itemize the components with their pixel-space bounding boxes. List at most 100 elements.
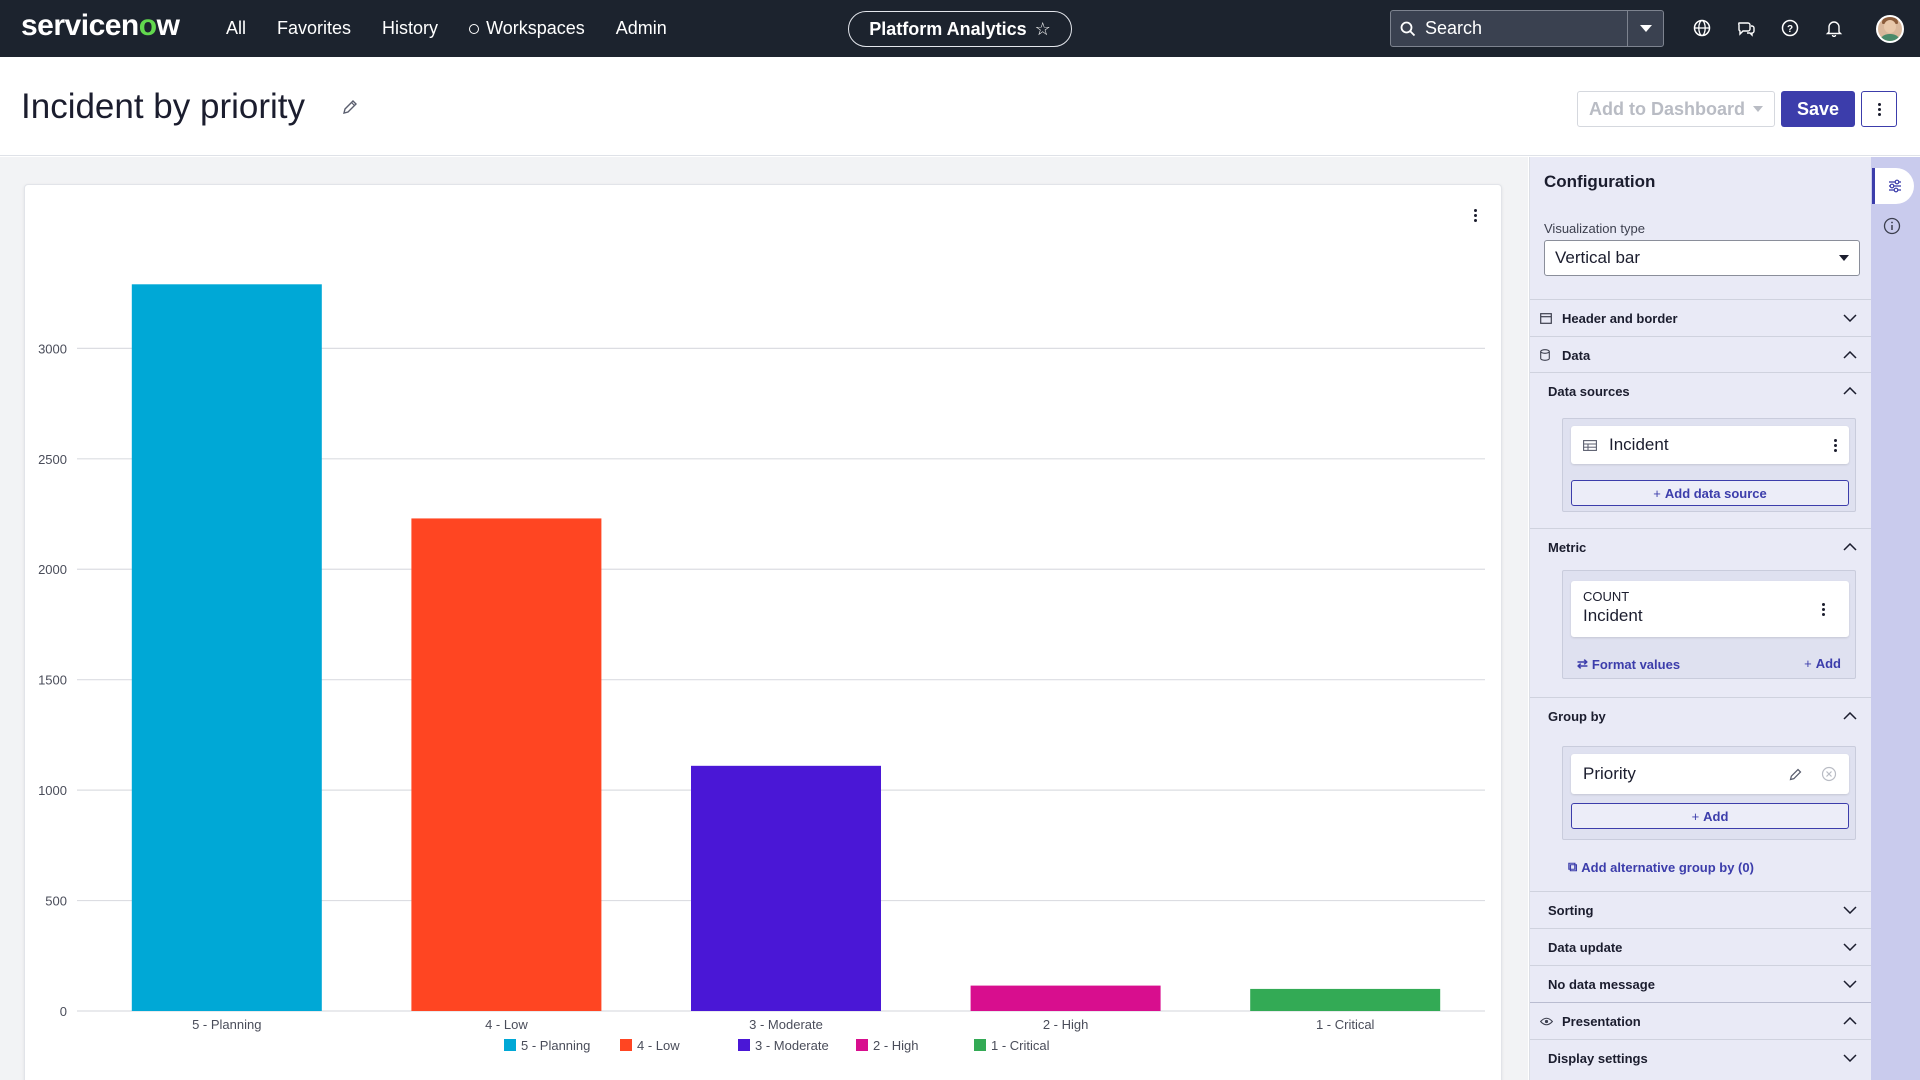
add-data-source-label: Add data source	[1664, 485, 1767, 501]
configuration-title: Configuration	[1544, 172, 1656, 191]
legend-label[interactable]: 2 - High	[873, 1038, 919, 1053]
add-metric-label: Add	[1815, 656, 1841, 671]
info-icon[interactable]	[1883, 217, 1901, 235]
section-header-and-border-label: Header and border	[1562, 310, 1678, 326]
configuration-tab[interactable]	[1872, 168, 1914, 204]
format-values-link[interactable]: ⇄ Format values	[1577, 656, 1680, 672]
legend-label[interactable]: 5 - Planning	[521, 1038, 590, 1053]
globe-icon[interactable]	[1690, 16, 1714, 40]
bell-icon[interactable]	[1822, 16, 1846, 40]
bar[interactable]	[1250, 988, 1441, 1011]
nav-link-history[interactable]: History	[382, 18, 439, 38]
help-icon[interactable]: ?	[1778, 16, 1802, 40]
user-avatar[interactable]	[1876, 15, 1904, 43]
metric-item[interactable]: COUNT Incident	[1571, 581, 1849, 637]
y-tick-label: 2500	[38, 452, 67, 467]
legend-label[interactable]: 3 - Moderate	[755, 1038, 829, 1053]
metric-label: Metric	[1548, 539, 1587, 555]
avatar-shirt	[1879, 34, 1901, 41]
logo-text-start: servicen	[21, 9, 139, 42]
chevron-up-icon	[1842, 539, 1858, 555]
section-data-label: Data	[1562, 347, 1591, 363]
subsection-group-by[interactable]: Group by	[1530, 697, 1872, 734]
page-header: Incident by priority Add to Dashboard Sa…	[0, 57, 1920, 156]
subsection-sorting[interactable]: Sorting	[1530, 891, 1872, 928]
search-scope-dropdown[interactable]	[1627, 11, 1663, 46]
search-input[interactable]: Search	[1425, 18, 1483, 38]
y-tick-label: 2000	[38, 562, 67, 577]
bar-chart: 0 500 1000 1500 2000 2500 3000 5 - Planning 4 - …	[38, 284, 1485, 1053]
workspaces-dot-icon	[469, 23, 480, 34]
configuration-panel: Configuration Visualization type Vertica…	[1529, 157, 1872, 1080]
section-presentation-label: Presentation	[1562, 1013, 1641, 1029]
logo-text-o: o	[138, 9, 157, 42]
header-border-icon	[1540, 312, 1554, 324]
y-tick-label: 1000	[38, 783, 67, 798]
section-data[interactable]: Data	[1530, 336, 1872, 373]
bar[interactable]	[411, 518, 602, 1011]
subsection-data-update[interactable]: Data update	[1530, 928, 1872, 965]
bar[interactable]	[691, 765, 881, 1011]
display-settings-label: Display settings	[1548, 1050, 1648, 1066]
legend-swatch[interactable]	[738, 1039, 750, 1051]
platform-analytics-pill[interactable]: Platform Analytics ☆	[848, 11, 1072, 47]
remove-circle-icon[interactable]	[1821, 766, 1837, 782]
add-alternative-group-by-link[interactable]: ⧉ Add alternative group by (0)	[1568, 859, 1754, 875]
nav-link-admin[interactable]: Admin	[615, 18, 667, 38]
legend-swatch[interactable]	[974, 1039, 986, 1051]
subsection-metric[interactable]: Metric	[1530, 528, 1872, 565]
nav-link-favorites[interactable]: Favorites	[277, 18, 352, 38]
no-data-message-label: No data message	[1548, 976, 1655, 992]
add-metric-link[interactable]: + Add	[1804, 656, 1841, 671]
visualization-type-label: Visualization type	[1544, 221, 1645, 236]
data-source-item[interactable]: Incident	[1571, 426, 1849, 464]
chat-icon[interactable]	[1734, 16, 1758, 40]
subsection-no-data-message[interactable]: No data message	[1530, 965, 1872, 1002]
chevron-down-icon	[1842, 902, 1858, 918]
group-by-box: Priority + Add	[1562, 746, 1856, 840]
add-data-source-button[interactable]: + Add data source	[1571, 480, 1849, 506]
bar[interactable]	[131, 284, 322, 1011]
legend-swatch[interactable]	[856, 1039, 868, 1051]
servicenow-logo[interactable]: servicenow	[21, 9, 180, 43]
more-vertical-icon[interactable]	[1822, 603, 1825, 616]
subsection-display-settings[interactable]: Display settings	[1530, 1039, 1872, 1076]
more-vertical-icon[interactable]	[1834, 438, 1837, 452]
add-group-by-label: Add	[1703, 808, 1729, 824]
group-by-label: Group by	[1548, 708, 1606, 724]
favorite-star-icon[interactable]: ☆	[1034, 18, 1051, 39]
section-presentation[interactable]: Presentation	[1530, 1002, 1872, 1039]
edit-title-pencil-icon[interactable]	[341, 98, 359, 121]
save-button[interactable]: Save	[1781, 91, 1855, 127]
edit-pencil-icon[interactable]	[1788, 767, 1803, 782]
more-vertical-icon	[1474, 209, 1477, 222]
y-tick-label: 1500	[38, 673, 67, 688]
legend-swatch[interactable]	[620, 1039, 632, 1051]
visualization-type-select[interactable]: Vertical bar	[1544, 240, 1860, 276]
chevron-down-icon	[1839, 255, 1849, 261]
more-options-button[interactable]	[1861, 91, 1897, 127]
chevron-down-icon	[1842, 976, 1858, 992]
nav-link-workspaces[interactable]: Workspaces	[469, 18, 585, 39]
bar[interactable]	[970, 985, 1161, 1011]
add-to-dashboard-label: Add to Dashboard	[1589, 98, 1745, 119]
sliders-icon	[1887, 178, 1903, 194]
global-search[interactable]: Search	[1390, 10, 1664, 47]
legend-swatch[interactable]	[504, 1039, 516, 1051]
legend-label[interactable]: 1 - Critical	[991, 1038, 1050, 1053]
group-by-item[interactable]: Priority	[1571, 754, 1849, 794]
add-to-dashboard-button[interactable]: Add to Dashboard	[1577, 91, 1775, 127]
chart-menu-button[interactable]	[1474, 209, 1477, 222]
search-icon	[1391, 21, 1425, 37]
nav-link-all[interactable]: All	[226, 18, 247, 38]
app-pill-label: Platform Analytics	[869, 18, 1027, 39]
sorting-label: Sorting	[1548, 902, 1594, 918]
data-sources-label: Data sources	[1548, 383, 1630, 399]
chevron-down-icon	[1753, 106, 1763, 112]
add-group-by-button[interactable]: + Add	[1571, 803, 1849, 829]
legend-label[interactable]: 4 - Low	[637, 1038, 680, 1053]
subsection-data-sources[interactable]: Data sources	[1530, 372, 1872, 409]
nav-links: All Favorites History Workspaces Admin	[226, 0, 698, 57]
data-update-label: Data update	[1548, 939, 1623, 955]
section-header-and-border[interactable]: Header and border	[1530, 299, 1872, 336]
